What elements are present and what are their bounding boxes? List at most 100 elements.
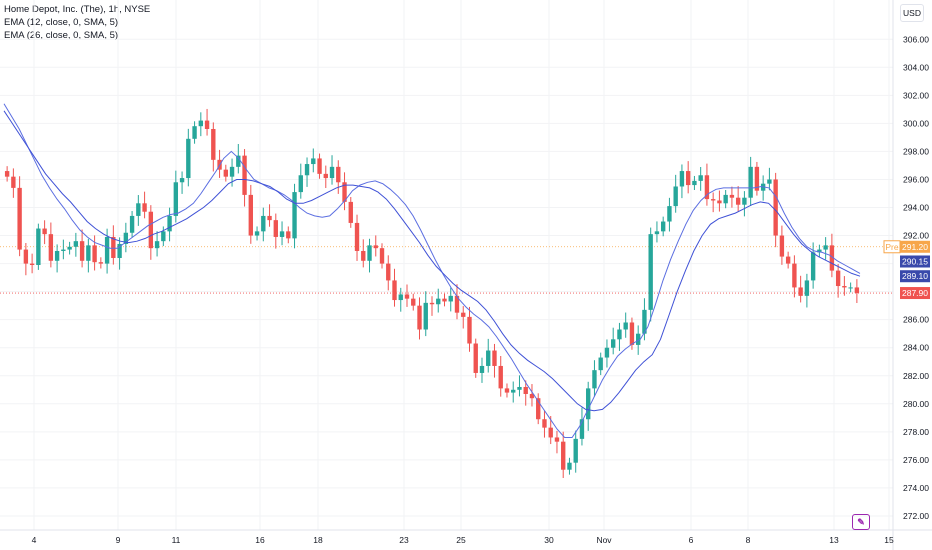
currency-button[interactable]: USD	[900, 4, 924, 22]
candle	[92, 235, 97, 271]
ema-12-line	[3, 103, 861, 438]
candle	[779, 225, 785, 265]
legend-ema-26[interactable]: EMA (26, close, 0, SMA, 5)	[4, 30, 119, 41]
candle	[417, 297, 422, 340]
price-tick-label: 300.00	[903, 118, 929, 128]
candle	[704, 163, 710, 206]
candle	[467, 306, 472, 352]
candle	[267, 204, 272, 227]
candle	[461, 306, 466, 329]
candle	[48, 222, 54, 268]
time-tick-label: 30	[544, 535, 554, 545]
price-tick-label: 284.00	[903, 343, 929, 353]
candle	[767, 167, 772, 191]
candle	[654, 221, 660, 243]
ema-26-line	[3, 110, 861, 412]
candle	[142, 191, 147, 219]
time-axis: 4 9 11 16 18 23 25 30 Nov 6 8 13 15	[32, 535, 894, 545]
candle	[204, 108, 210, 136]
legend-ema-12[interactable]: EMA (12, close, 0, SMA, 5)	[4, 17, 119, 28]
candle	[354, 214, 360, 261]
candle	[442, 293, 447, 307]
candle	[398, 287, 403, 312]
candles	[4, 108, 860, 478]
candle	[573, 430, 578, 473]
candle	[192, 121, 197, 144]
candle	[567, 457, 572, 475]
candle	[323, 165, 328, 189]
candle	[729, 186, 735, 208]
candle	[98, 257, 104, 269]
candle	[36, 223, 41, 270]
candle	[117, 237, 122, 270]
candle	[548, 416, 553, 445]
candle	[361, 239, 366, 268]
candle	[642, 298, 647, 341]
time-tick-label: 9	[116, 535, 121, 545]
price-labels: Pre 291.20 290.15 289.10 287.90	[883, 240, 930, 300]
candle	[279, 221, 285, 246]
candle	[17, 176, 22, 257]
price-tick-label: 286.00	[903, 315, 929, 325]
candle	[617, 322, 622, 351]
price-tick-label: 292.00	[903, 231, 929, 241]
candle	[798, 275, 803, 303]
candle	[123, 222, 129, 253]
candle	[336, 160, 341, 194]
candle	[504, 383, 510, 398]
candle	[211, 122, 216, 172]
candle	[673, 174, 678, 213]
candle	[842, 276, 847, 296]
candle	[367, 238, 372, 273]
candle	[148, 205, 154, 260]
candle	[742, 191, 747, 217]
candle	[679, 164, 685, 199]
legend-title[interactable]: Home Depot, Inc. (The), 1h, NYSE	[4, 4, 151, 15]
ema_fast-price-label: 290.15	[900, 255, 930, 268]
candle	[236, 143, 241, 174]
candle	[348, 196, 353, 228]
candle	[554, 430, 560, 454]
candle	[304, 157, 310, 187]
candle	[611, 327, 616, 355]
candle	[42, 220, 47, 245]
tradingview-logo-icon[interactable]: ✎	[852, 514, 870, 530]
time-tick-label: 11	[172, 535, 181, 545]
candle	[29, 253, 35, 274]
candle	[542, 410, 547, 438]
candle	[848, 282, 853, 293]
candle	[73, 232, 79, 257]
candle	[261, 207, 266, 242]
candle	[754, 161, 760, 196]
price-tick-label: 278.00	[903, 427, 929, 437]
candle	[498, 355, 503, 397]
candle	[273, 213, 278, 249]
candle	[710, 192, 716, 213]
candle	[161, 226, 166, 247]
candle	[154, 231, 160, 257]
svg-text:287.90: 287.90	[902, 288, 928, 298]
candle	[167, 207, 172, 242]
candle	[411, 293, 416, 311]
candle	[298, 163, 303, 199]
candle	[317, 153, 322, 179]
candle	[511, 381, 516, 403]
price-tick-label: 274.00	[903, 483, 929, 493]
candle	[292, 183, 297, 249]
candle	[111, 225, 116, 265]
candle	[386, 255, 391, 291]
candle	[792, 255, 797, 298]
time-tick-label: 16	[255, 535, 265, 545]
candle	[217, 149, 222, 178]
candle	[823, 237, 828, 260]
price-tick-label: 298.00	[903, 146, 929, 156]
candle	[685, 161, 691, 194]
candle	[586, 381, 591, 431]
time-tick-label: 23	[399, 535, 409, 545]
time-tick-label: 6	[689, 535, 694, 545]
candle	[86, 238, 91, 273]
candle	[79, 229, 85, 268]
candle	[429, 296, 435, 316]
candle	[223, 164, 228, 182]
